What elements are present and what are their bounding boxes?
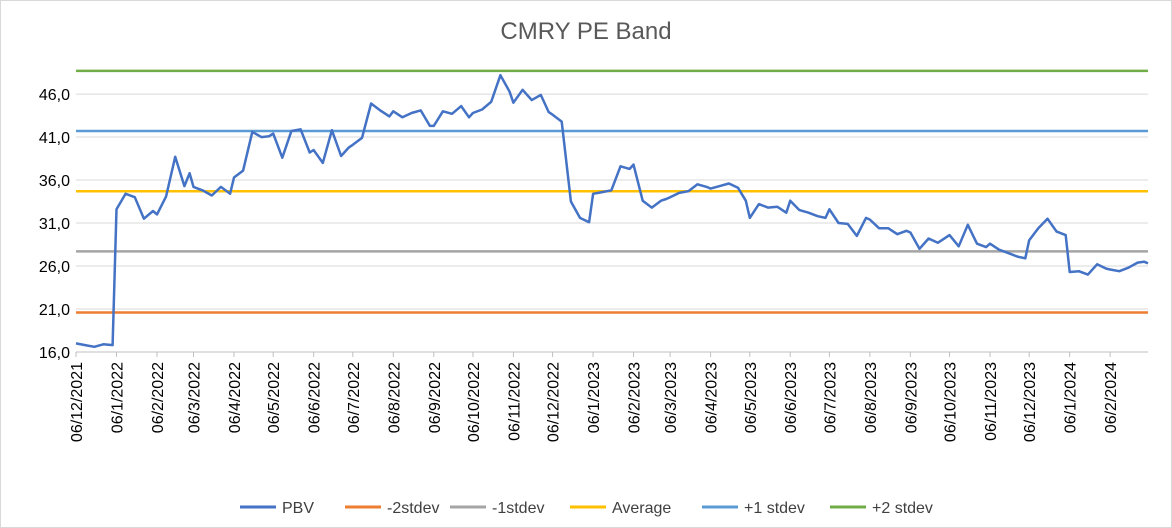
x-tick-label: 06/9/2022 [427, 362, 444, 433]
x-tick-label: 06/11/2023 [983, 362, 1000, 441]
legend: PBV -2stdev -1stdev Average +1 stdev +2 stdev [240, 500, 933, 517]
legend-label: PBV [282, 500, 314, 517]
x-tick-label: 06/1/2022 [109, 362, 126, 433]
x-tick-label: 06/2/2023 [627, 362, 644, 433]
y-tick-label: 16,0 [39, 345, 70, 362]
legend-label: Average [612, 500, 671, 517]
y-axis: 16,0 21,0 26,0 31,0 36,0 41,0 46,0 [39, 87, 70, 362]
x-tick-label: 06/12/2023 [1022, 362, 1039, 442]
x-tick-label: 06/12/2022 [546, 362, 563, 442]
y-tick-label: 26,0 [39, 259, 70, 276]
x-tick-label: 06/5/2022 [266, 362, 283, 433]
x-tick-label: 06/7/2023 [822, 362, 839, 433]
x-tick-label: 06/9/2023 [903, 362, 920, 433]
x-tick-label: 06/8/2023 [863, 362, 880, 433]
x-tick-label: 06/3/2023 [663, 362, 680, 433]
y-tick-label: 31,0 [39, 216, 70, 233]
legend-label: +1 stdev [744, 500, 805, 517]
x-tick-label: 06/11/2022 [506, 362, 523, 441]
x-tick-label: 06/4/2023 [704, 362, 721, 433]
x-axis: 06/12/2021 06/1/2022 06/2/2022 06/3/2022 06/… [69, 351, 1148, 442]
x-tick-label: 06/8/2022 [386, 362, 403, 433]
legend-label: +2 stdev [872, 500, 933, 517]
x-tick-label: 06/6/2023 [783, 362, 800, 433]
x-tick-label: 06/1/2024 [1063, 362, 1080, 433]
y-tick-label: 41,0 [39, 130, 70, 147]
y-tick-label: 46,0 [39, 87, 70, 104]
x-tick-label: 06/5/2023 [743, 362, 760, 433]
x-tick-label: 06/2/2022 [150, 362, 167, 433]
legend-label: -1stdev [492, 500, 544, 517]
band-lines [76, 69, 1148, 314]
x-tick-label: 06/10/2022 [466, 362, 483, 442]
x-tick-label: 06/10/2023 [943, 362, 960, 442]
y-tick-label: 21,0 [39, 302, 70, 319]
x-tick-label: 06/2/2024 [1103, 362, 1120, 433]
chart-title: CMRY PE Band [500, 18, 672, 45]
x-tick-label: 06/3/2022 [187, 362, 204, 433]
x-tick-label: 06/4/2022 [227, 362, 244, 433]
pbv-line [75, 73, 1149, 349]
pbv-series [75, 73, 1149, 349]
gridlines [76, 93, 1148, 353]
x-tick-label: 06/7/2022 [346, 362, 363, 433]
x-tick-label: 06/6/2022 [307, 362, 324, 433]
x-tick-label: 06/12/2021 [69, 362, 86, 442]
y-tick-label: 36,0 [39, 173, 70, 190]
legend-label: -2stdev [387, 500, 439, 517]
x-tick-label: 06/1/2023 [586, 362, 603, 433]
